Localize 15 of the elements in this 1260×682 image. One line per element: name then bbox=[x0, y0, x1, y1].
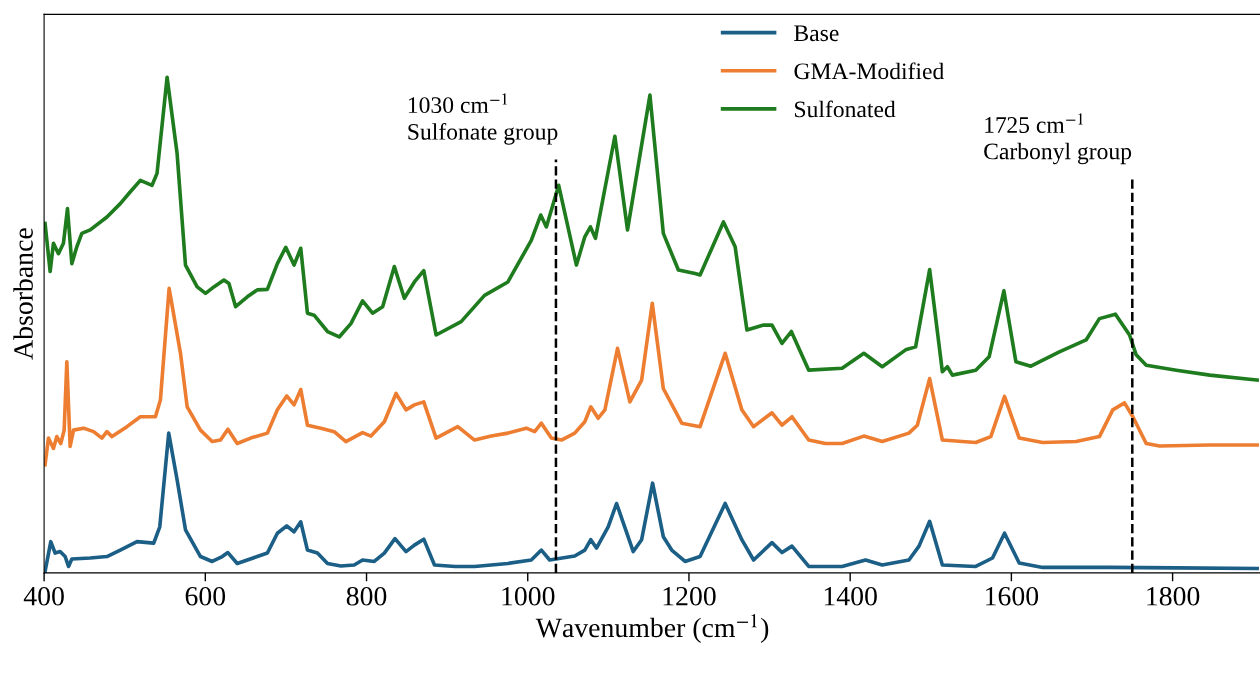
x-axis-title: Wavenumber (cm$^{−1}$) bbox=[535, 614, 769, 643]
legend-label: GMA-Modified bbox=[794, 62, 944, 80]
x-tick-label: 1800 bbox=[1147, 586, 1200, 606]
y-axis-title: Absorbance bbox=[13, 228, 33, 360]
x-tick-label: 1000 bbox=[502, 586, 555, 606]
legend-label: Sulfonated bbox=[795, 100, 896, 118]
ref-line-label: 1030 cm$^{−1}$ Sulfonate group bbox=[408, 93, 558, 145]
legend-label: Base bbox=[794, 25, 839, 42]
x-tick-label: 800 bbox=[346, 586, 387, 606]
x-tick-label: 1200 bbox=[663, 586, 716, 606]
x-tick-label: 1400 bbox=[824, 586, 877, 606]
x-tick-label: 1600 bbox=[986, 586, 1039, 606]
x-tick-label: 400 bbox=[23, 586, 64, 606]
x-tick-label: 600 bbox=[185, 586, 226, 606]
ref-line-label: 1725 cm$^{−1}$ Carbonyl group bbox=[984, 113, 1132, 165]
